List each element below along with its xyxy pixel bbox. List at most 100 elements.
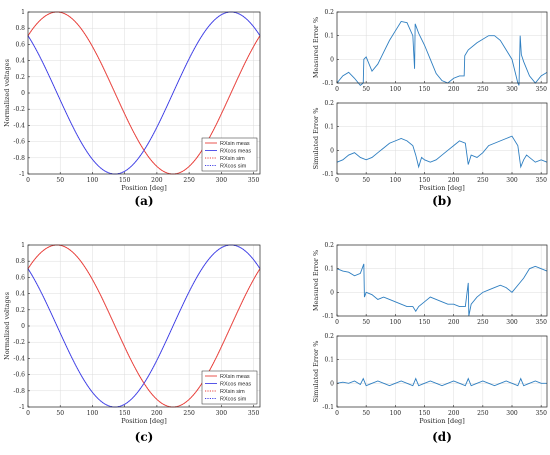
x-tick-label: 50 xyxy=(56,177,64,184)
y-tick-label: -0.1 xyxy=(322,80,334,87)
x-tick-label: 200 xyxy=(151,410,163,417)
x-tick-label: 100 xyxy=(390,177,402,184)
series-line xyxy=(336,263,548,317)
axis-frame xyxy=(336,244,548,317)
x-tick-label: 100 xyxy=(87,177,99,184)
legend-label: RXcos sim xyxy=(220,397,247,403)
x-tick-label: 0 xyxy=(335,177,339,184)
chart-b_bottom: 0 50 100 150 200 250 300 350-0.100.10.2Position… xyxy=(312,100,548,208)
y-tick-label: -0.1 xyxy=(322,404,334,411)
series-line-rxcos-sim xyxy=(27,244,261,408)
legend-box xyxy=(201,137,258,172)
y-tick-label: -0.8 xyxy=(13,155,25,162)
y-tick-label: 0.2 xyxy=(324,333,334,340)
y-axis-label: Normalized voltages xyxy=(3,292,11,360)
x-tick-label: 200 xyxy=(448,177,460,184)
x-tick-label: 350 xyxy=(535,319,547,326)
y-axis-label: Normalized voltages xyxy=(3,59,11,127)
y-tick-label: 0 xyxy=(330,56,334,63)
chart-d_top: 0 50 100 150 200 250 300 350-0.100.10.2Measured… xyxy=(312,242,548,326)
x-tick-label: 250 xyxy=(477,410,489,417)
x-tick-label: 250 xyxy=(477,177,489,184)
series-line-rxsin-sim xyxy=(27,244,261,408)
y-tick-label: 0.2 xyxy=(324,242,334,249)
x-tick-label: 350 xyxy=(535,410,547,417)
y-tick-label: 0 xyxy=(330,380,334,387)
x-tick-label: 300 xyxy=(216,410,228,417)
x-tick-label: 300 xyxy=(216,177,228,184)
x-tick-label: 300 xyxy=(506,410,518,417)
x-tick-label: 0 xyxy=(335,86,339,93)
y-tick-label: 1 xyxy=(21,9,25,16)
x-tick-label: 200 xyxy=(448,410,460,417)
y-tick-label: 0.6 xyxy=(15,274,25,281)
x-tick-label: 50 xyxy=(362,177,370,184)
y-tick-label: 0.1 xyxy=(324,357,334,364)
y-tick-label: 0.8 xyxy=(15,258,25,265)
series-line xyxy=(336,20,548,87)
y-axis-label: Measured Error % xyxy=(312,250,320,311)
y-tick-label: 0.6 xyxy=(15,41,25,48)
y-tick-label: -1 xyxy=(19,171,25,178)
x-tick-label: 350 xyxy=(248,410,260,417)
x-tick-label: 350 xyxy=(248,177,260,184)
x-tick-label: 150 xyxy=(119,410,131,417)
x-tick-label: 100 xyxy=(87,410,99,417)
x-tick-label: 50 xyxy=(362,410,370,417)
legend-label: RXcos meas xyxy=(220,382,251,388)
x-axis-label: Position [deg] xyxy=(419,417,465,425)
y-tick-label: -0.6 xyxy=(13,372,25,379)
x-axis-label: Position [deg] xyxy=(121,184,167,192)
series-line xyxy=(336,135,548,169)
x-tick-label: 250 xyxy=(183,177,195,184)
y-tick-label: -1 xyxy=(19,404,25,411)
x-tick-label: 200 xyxy=(448,319,460,326)
x-tick-label: 250 xyxy=(477,86,489,93)
legend-box xyxy=(201,370,258,405)
y-tick-label: 0.1 xyxy=(324,33,334,40)
x-tick-label: 0 xyxy=(335,410,339,417)
legend-label: RXsin sim xyxy=(220,389,245,395)
y-tick-label: 0.2 xyxy=(15,74,25,81)
y-tick-label: 0.1 xyxy=(324,266,334,273)
x-axis-label: Position [deg] xyxy=(419,184,465,192)
y-tick-label: 0.1 xyxy=(324,124,334,131)
chart-a: 0 50 100 150 200 250 300 350 -1 -0.8 -0.6 -0.4 -0.2 0… xyxy=(3,9,261,208)
x-tick-label: 50 xyxy=(362,319,370,326)
x-tick-label: 0 xyxy=(26,177,30,184)
x-tick-label: 150 xyxy=(419,177,431,184)
x-tick-label: 100 xyxy=(390,319,402,326)
y-tick-label: 1 xyxy=(21,242,25,249)
legend-label: RXsin meas xyxy=(220,141,250,147)
x-tick-label: 200 xyxy=(448,86,460,93)
x-tick-label: 150 xyxy=(419,410,431,417)
y-tick-label: 0.8 xyxy=(15,25,25,32)
x-tick-label: 0 xyxy=(335,319,339,326)
series-line-rxcos-sim xyxy=(27,11,261,175)
y-tick-label: -0.2 xyxy=(13,106,25,113)
x-tick-label: 150 xyxy=(419,86,431,93)
y-tick-label: 0 xyxy=(21,90,25,97)
y-tick-label: -0.8 xyxy=(13,388,25,395)
y-tick-label: -0.6 xyxy=(13,139,25,146)
y-tick-label: -0.1 xyxy=(322,171,334,178)
series-line xyxy=(336,377,547,387)
panel-caption: (c) xyxy=(135,430,154,444)
x-tick-label: 0 xyxy=(26,410,30,417)
x-tick-label: 300 xyxy=(506,86,518,93)
y-axis-label: Measured Error % xyxy=(312,17,320,78)
x-tick-label: 100 xyxy=(390,86,402,93)
x-tick-label: 250 xyxy=(183,410,195,417)
y-tick-label: 0 xyxy=(330,147,334,154)
panel-caption: (a) xyxy=(134,194,153,208)
y-axis-label: Simulated Error % xyxy=(312,108,320,170)
x-tick-label: 150 xyxy=(119,177,131,184)
x-tick-label: 250 xyxy=(477,319,489,326)
x-tick-label: 200 xyxy=(151,177,163,184)
axis-frame xyxy=(336,11,548,84)
legend-label: RXcos sim xyxy=(220,164,247,170)
legend-label: RXcos meas xyxy=(220,149,251,155)
